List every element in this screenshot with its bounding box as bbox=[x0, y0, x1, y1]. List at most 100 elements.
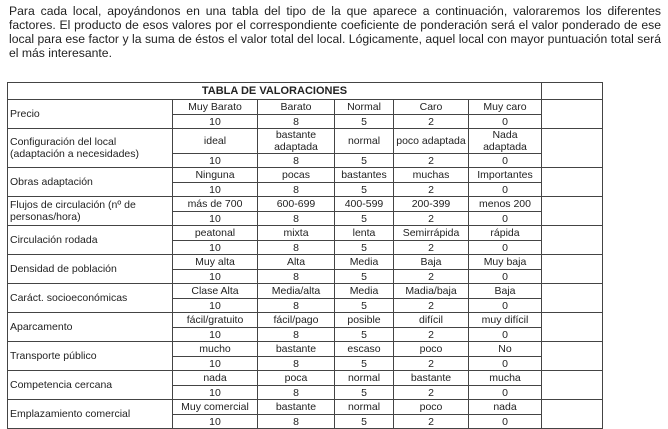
factor-label: Aparcamento bbox=[7, 312, 173, 342]
score-cell: 2 bbox=[393, 385, 469, 400]
option-cell: Clase Alta bbox=[172, 283, 258, 299]
intro-paragraph: Para cada local, apoyándonos en una tabl… bbox=[9, 4, 661, 60]
score-cell: 5 bbox=[334, 327, 394, 342]
option-cell: posible bbox=[334, 312, 394, 328]
score-cell: 10 bbox=[172, 356, 258, 371]
option-cell: Muy caro bbox=[468, 99, 542, 115]
score-cell: 2 bbox=[393, 327, 469, 342]
option-cell: 600-699 bbox=[257, 196, 335, 212]
option-cell: Caro bbox=[393, 99, 469, 115]
score-row: 10 8 5 2 0 bbox=[8, 114, 603, 129]
table-row: Competencia cercana nada poca normal bastant… bbox=[7, 370, 603, 400]
option-cell: normal bbox=[334, 128, 394, 154]
score-cell: 2 bbox=[393, 269, 469, 284]
valuation-table: TABLA DE VALORACIONES Precio Muy Barato Ba… bbox=[7, 82, 603, 429]
score-cell: 0 bbox=[468, 240, 542, 255]
score-cell: 5 bbox=[334, 240, 394, 255]
score-cell: 8 bbox=[257, 298, 335, 313]
score-cell: 8 bbox=[257, 385, 335, 400]
option-cell: Muy comercial bbox=[172, 399, 258, 415]
option-cell: Media/alta bbox=[257, 283, 335, 299]
score-cell: 5 bbox=[334, 153, 394, 168]
score-cell: 5 bbox=[334, 298, 394, 313]
factor-label: Obras adaptación bbox=[7, 167, 173, 197]
option-cell: pocas bbox=[257, 167, 335, 183]
option-cell: nada bbox=[172, 370, 258, 386]
score-cell: 10 bbox=[172, 385, 258, 400]
option-cell: bastante adaptada bbox=[257, 128, 335, 154]
option-cell: escaso bbox=[334, 341, 394, 357]
option-cell: muy difícil bbox=[468, 312, 542, 328]
option-cell: Muy Barato bbox=[172, 99, 258, 115]
option-cell: nada bbox=[468, 399, 542, 415]
score-cell: 10 bbox=[172, 327, 258, 342]
empty-cell bbox=[541, 128, 603, 168]
score-cell: 0 bbox=[468, 182, 542, 197]
option-cell: Media bbox=[334, 283, 394, 299]
empty-cell bbox=[541, 341, 603, 371]
option-cell: poca bbox=[257, 370, 335, 386]
score-row: 10 8 5 2 0 bbox=[8, 327, 603, 342]
option-cell: Alta bbox=[257, 254, 335, 270]
option-cell: bastantes bbox=[334, 167, 394, 183]
score-cell: 5 bbox=[334, 114, 394, 129]
option-cell: Semirrápida bbox=[393, 225, 469, 241]
option-cell: muchas bbox=[393, 167, 469, 183]
factor-label: Emplazamiento comercial bbox=[7, 399, 173, 429]
option-cell: Normal bbox=[334, 99, 394, 115]
factor-label: Flujos de circulación (nº de personas/ho… bbox=[7, 196, 173, 226]
table-title: TABLA DE VALORACIONES bbox=[7, 82, 542, 100]
table-row: Flujos de circulación (nº de personas/ho… bbox=[7, 196, 603, 226]
factor-label: Densidad de población bbox=[7, 254, 173, 284]
score-cell: 5 bbox=[334, 211, 394, 226]
table-row: Precio Muy Barato Barato Normal Caro Muy caro bbox=[7, 99, 603, 129]
factor-label: Competencia cercana bbox=[7, 370, 173, 400]
score-cell: 0 bbox=[468, 269, 542, 284]
score-cell: 8 bbox=[257, 182, 335, 197]
empty-cell bbox=[541, 82, 603, 100]
option-cell: mucho bbox=[172, 341, 258, 357]
empty-cell bbox=[541, 399, 603, 429]
option-cell: Muy alta bbox=[172, 254, 258, 270]
score-row: 10 8 5 2 0 bbox=[8, 240, 603, 255]
score-cell: 10 bbox=[172, 153, 258, 168]
empty-cell bbox=[541, 370, 603, 400]
option-cell: Baja bbox=[468, 283, 542, 299]
score-cell: 0 bbox=[468, 356, 542, 371]
score-cell: 0 bbox=[468, 385, 542, 400]
score-cell: 0 bbox=[468, 153, 542, 168]
score-cell: 8 bbox=[257, 211, 335, 226]
score-cell: 8 bbox=[257, 269, 335, 284]
option-cell: bastante bbox=[257, 399, 335, 415]
score-row: 10 8 5 2 0 bbox=[8, 298, 603, 313]
factor-label: Configuración del local (adaptación a ne… bbox=[7, 128, 173, 168]
option-cell: poco adaptada bbox=[393, 128, 469, 154]
score-cell: 10 bbox=[172, 182, 258, 197]
score-cell: 2 bbox=[393, 356, 469, 371]
option-cell: lenta bbox=[334, 225, 394, 241]
table-row: Configuración del local (adaptación a ne… bbox=[7, 128, 603, 168]
option-cell: normal bbox=[334, 399, 394, 415]
option-cell: peatonal bbox=[172, 225, 258, 241]
factor-label: Transporte público bbox=[7, 341, 173, 371]
score-cell: 5 bbox=[334, 356, 394, 371]
table-row: Densidad de población Muy alta Alta Media Ba… bbox=[7, 254, 603, 284]
table-row: Obras adaptación Ninguna pocas bastantes muc… bbox=[7, 167, 603, 197]
option-cell: más de 700 bbox=[172, 196, 258, 212]
option-cell: Nada adaptada bbox=[468, 128, 542, 154]
score-cell: 0 bbox=[468, 298, 542, 313]
empty-cell bbox=[541, 99, 603, 129]
factor-label: Precio bbox=[7, 99, 173, 129]
option-cell: mucha bbox=[468, 370, 542, 386]
score-cell: 10 bbox=[172, 211, 258, 226]
option-cell: fácil/pago bbox=[257, 312, 335, 328]
empty-cell bbox=[541, 254, 603, 284]
empty-cell bbox=[541, 225, 603, 255]
empty-cell bbox=[541, 167, 603, 197]
score-cell: 2 bbox=[393, 211, 469, 226]
option-cell: poco bbox=[393, 399, 469, 415]
option-cell: Madia/baja bbox=[393, 283, 469, 299]
score-cell: 10 bbox=[172, 114, 258, 129]
score-cell: 8 bbox=[257, 153, 335, 168]
factor-label: Caráct. socioeconómicas bbox=[7, 283, 173, 313]
